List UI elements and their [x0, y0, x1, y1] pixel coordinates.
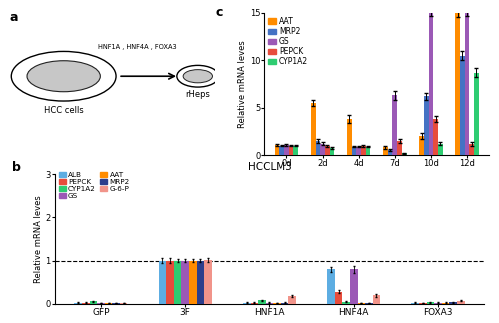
Ellipse shape	[183, 70, 213, 83]
Bar	[281, 303, 288, 304]
Bar	[460, 56, 465, 155]
Bar	[174, 261, 182, 304]
Bar	[120, 303, 127, 304]
Bar	[438, 144, 443, 155]
Text: HNF1A , HNF4A , FOXA3: HNF1A , HNF4A , FOXA3	[98, 44, 176, 50]
Bar	[279, 146, 284, 155]
Bar	[429, 13, 433, 155]
Bar	[373, 296, 380, 304]
Bar	[273, 303, 281, 304]
Bar	[419, 303, 427, 304]
Y-axis label: Relative mRNA leves: Relative mRNA leves	[33, 195, 42, 283]
Legend: AAT, MRP2, GS, PEPCK, CYP1A2: AAT, MRP2, GS, PEPCK, CYP1A2	[268, 17, 308, 66]
Bar	[335, 292, 342, 304]
Bar	[325, 146, 330, 155]
Bar	[465, 13, 470, 155]
Bar	[258, 300, 265, 304]
Bar	[189, 261, 197, 304]
Bar	[166, 261, 174, 304]
Bar	[289, 146, 293, 155]
Bar	[402, 153, 407, 155]
Bar	[388, 150, 392, 155]
Bar	[412, 303, 419, 304]
Bar	[105, 303, 112, 304]
Bar	[366, 147, 370, 155]
Bar	[347, 119, 352, 155]
Ellipse shape	[27, 61, 100, 92]
Bar	[434, 303, 442, 304]
Y-axis label: Relative mRNA leves: Relative mRNA leves	[238, 40, 247, 128]
Bar	[383, 148, 388, 155]
Bar	[455, 13, 460, 155]
Bar	[315, 141, 320, 155]
Bar	[365, 303, 373, 304]
Bar	[204, 260, 212, 304]
Text: a: a	[9, 11, 17, 24]
Bar	[311, 103, 315, 155]
Bar	[427, 302, 434, 304]
Bar	[357, 303, 365, 304]
Bar	[243, 303, 250, 304]
Bar	[330, 148, 334, 155]
Bar	[424, 96, 429, 155]
Bar	[293, 146, 298, 155]
Text: rHeps: rHeps	[185, 90, 210, 99]
Bar	[182, 261, 189, 304]
Bar	[392, 95, 397, 155]
Bar	[82, 303, 89, 304]
Text: HCC cells: HCC cells	[44, 106, 83, 115]
Bar	[159, 261, 166, 304]
Bar	[288, 296, 296, 304]
Bar	[457, 301, 465, 304]
Bar	[350, 269, 357, 304]
Bar	[419, 136, 424, 155]
Text: b: b	[12, 162, 21, 174]
Bar	[342, 302, 350, 304]
Bar	[470, 144, 474, 155]
Bar	[274, 145, 279, 155]
Bar	[197, 261, 204, 304]
Bar	[112, 303, 120, 304]
Title: HCCLM3: HCCLM3	[248, 162, 291, 172]
Bar	[250, 303, 258, 304]
Bar	[265, 303, 273, 304]
Text: c: c	[215, 6, 223, 19]
Bar	[433, 119, 438, 155]
Bar	[74, 303, 82, 304]
Bar	[450, 302, 457, 304]
Bar	[361, 146, 366, 155]
Legend: ALB, PEPCK, CYP1A2, GS, AAT, MRP2, G-6-P: ALB, PEPCK, CYP1A2, GS, AAT, MRP2, G-6-P	[58, 172, 130, 199]
Bar	[442, 303, 450, 304]
Bar	[356, 147, 361, 155]
Bar	[320, 144, 325, 155]
Bar	[284, 145, 289, 155]
Bar	[352, 147, 356, 155]
Bar	[327, 269, 335, 304]
Bar	[474, 73, 479, 155]
Bar	[97, 303, 105, 304]
Bar	[89, 301, 97, 304]
Bar	[397, 141, 402, 155]
